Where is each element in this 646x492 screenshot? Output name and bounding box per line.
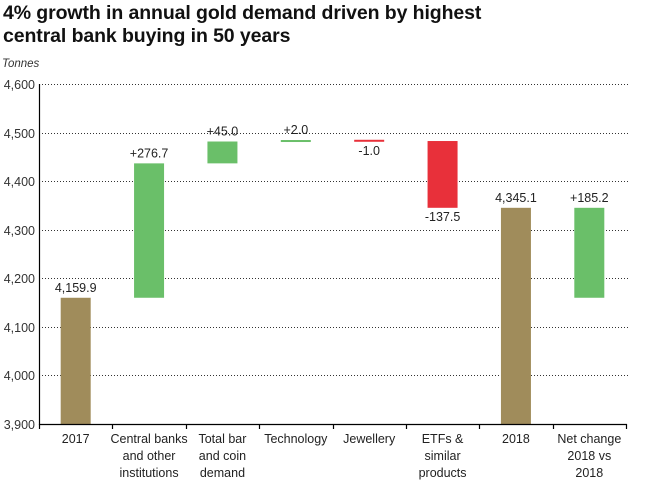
x-category-label: 2018 — [502, 432, 530, 446]
y-tick-label: 4,600 — [4, 78, 35, 92]
x-category-label: institutions — [120, 466, 179, 480]
x-category-label: 2017 — [62, 432, 90, 446]
x-category-label: Jewellery — [343, 432, 396, 446]
x-category-label: 2018 — [575, 466, 603, 480]
bar-decrease — [427, 141, 458, 208]
bar-decrease — [354, 139, 385, 142]
x-category-label: Central banks — [111, 432, 188, 446]
gridlines — [39, 84, 628, 376]
bar-increase — [280, 140, 311, 143]
bar-total — [500, 207, 531, 424]
data-label: -1.0 — [358, 144, 380, 158]
data-label: 4,345.1 — [495, 191, 537, 205]
data-label: 4,159.9 — [55, 281, 97, 295]
y-axis-unit-label: Tonnes — [2, 58, 40, 70]
data-label: +45.0 — [207, 125, 239, 139]
data-label: -137.5 — [425, 210, 460, 224]
bars — [60, 139, 605, 424]
axes — [38, 84, 628, 429]
y-tick-label: 4,500 — [4, 127, 35, 141]
x-category-label: Technology — [264, 432, 328, 446]
y-tick-label: 4,300 — [4, 224, 35, 238]
bar-increase — [134, 163, 165, 298]
x-category-label: similar — [425, 449, 461, 463]
data-label: +276.7 — [130, 146, 169, 160]
x-category-label: ETFs & — [422, 432, 464, 446]
chart-title: 4% growth in annual gold demand driven b… — [3, 2, 481, 48]
x-category-label: products — [419, 466, 467, 480]
data-label: +185.2 — [570, 191, 609, 205]
x-category-label: 2018 vs — [567, 449, 611, 463]
x-category-label: Total bar — [198, 432, 246, 446]
y-tick-label: 4,100 — [4, 321, 35, 335]
data-label: +2.0 — [283, 123, 308, 137]
bar-total — [60, 297, 91, 424]
y-tick-label: 3,900 — [4, 418, 35, 432]
bar-increase — [574, 207, 605, 298]
chart-title-line-2: central bank buying in 50 years — [3, 25, 291, 47]
bar-increase — [207, 141, 238, 164]
y-tick-label: 4,000 — [4, 369, 35, 383]
y-tick-label: 4,400 — [4, 175, 35, 189]
x-category-label: and other — [123, 449, 176, 463]
x-category-label: Net change — [557, 432, 621, 446]
y-tick-label: 4,200 — [4, 272, 35, 286]
chart-title-line-1: 4% growth in annual gold demand driven b… — [3, 2, 482, 24]
x-category-label: demand — [200, 466, 245, 480]
labels: 3,900 4,000 4,100 4,200 4,300 4,400 4,500 4,600… — [4, 78, 622, 480]
x-category-label: and coin — [199, 449, 246, 463]
